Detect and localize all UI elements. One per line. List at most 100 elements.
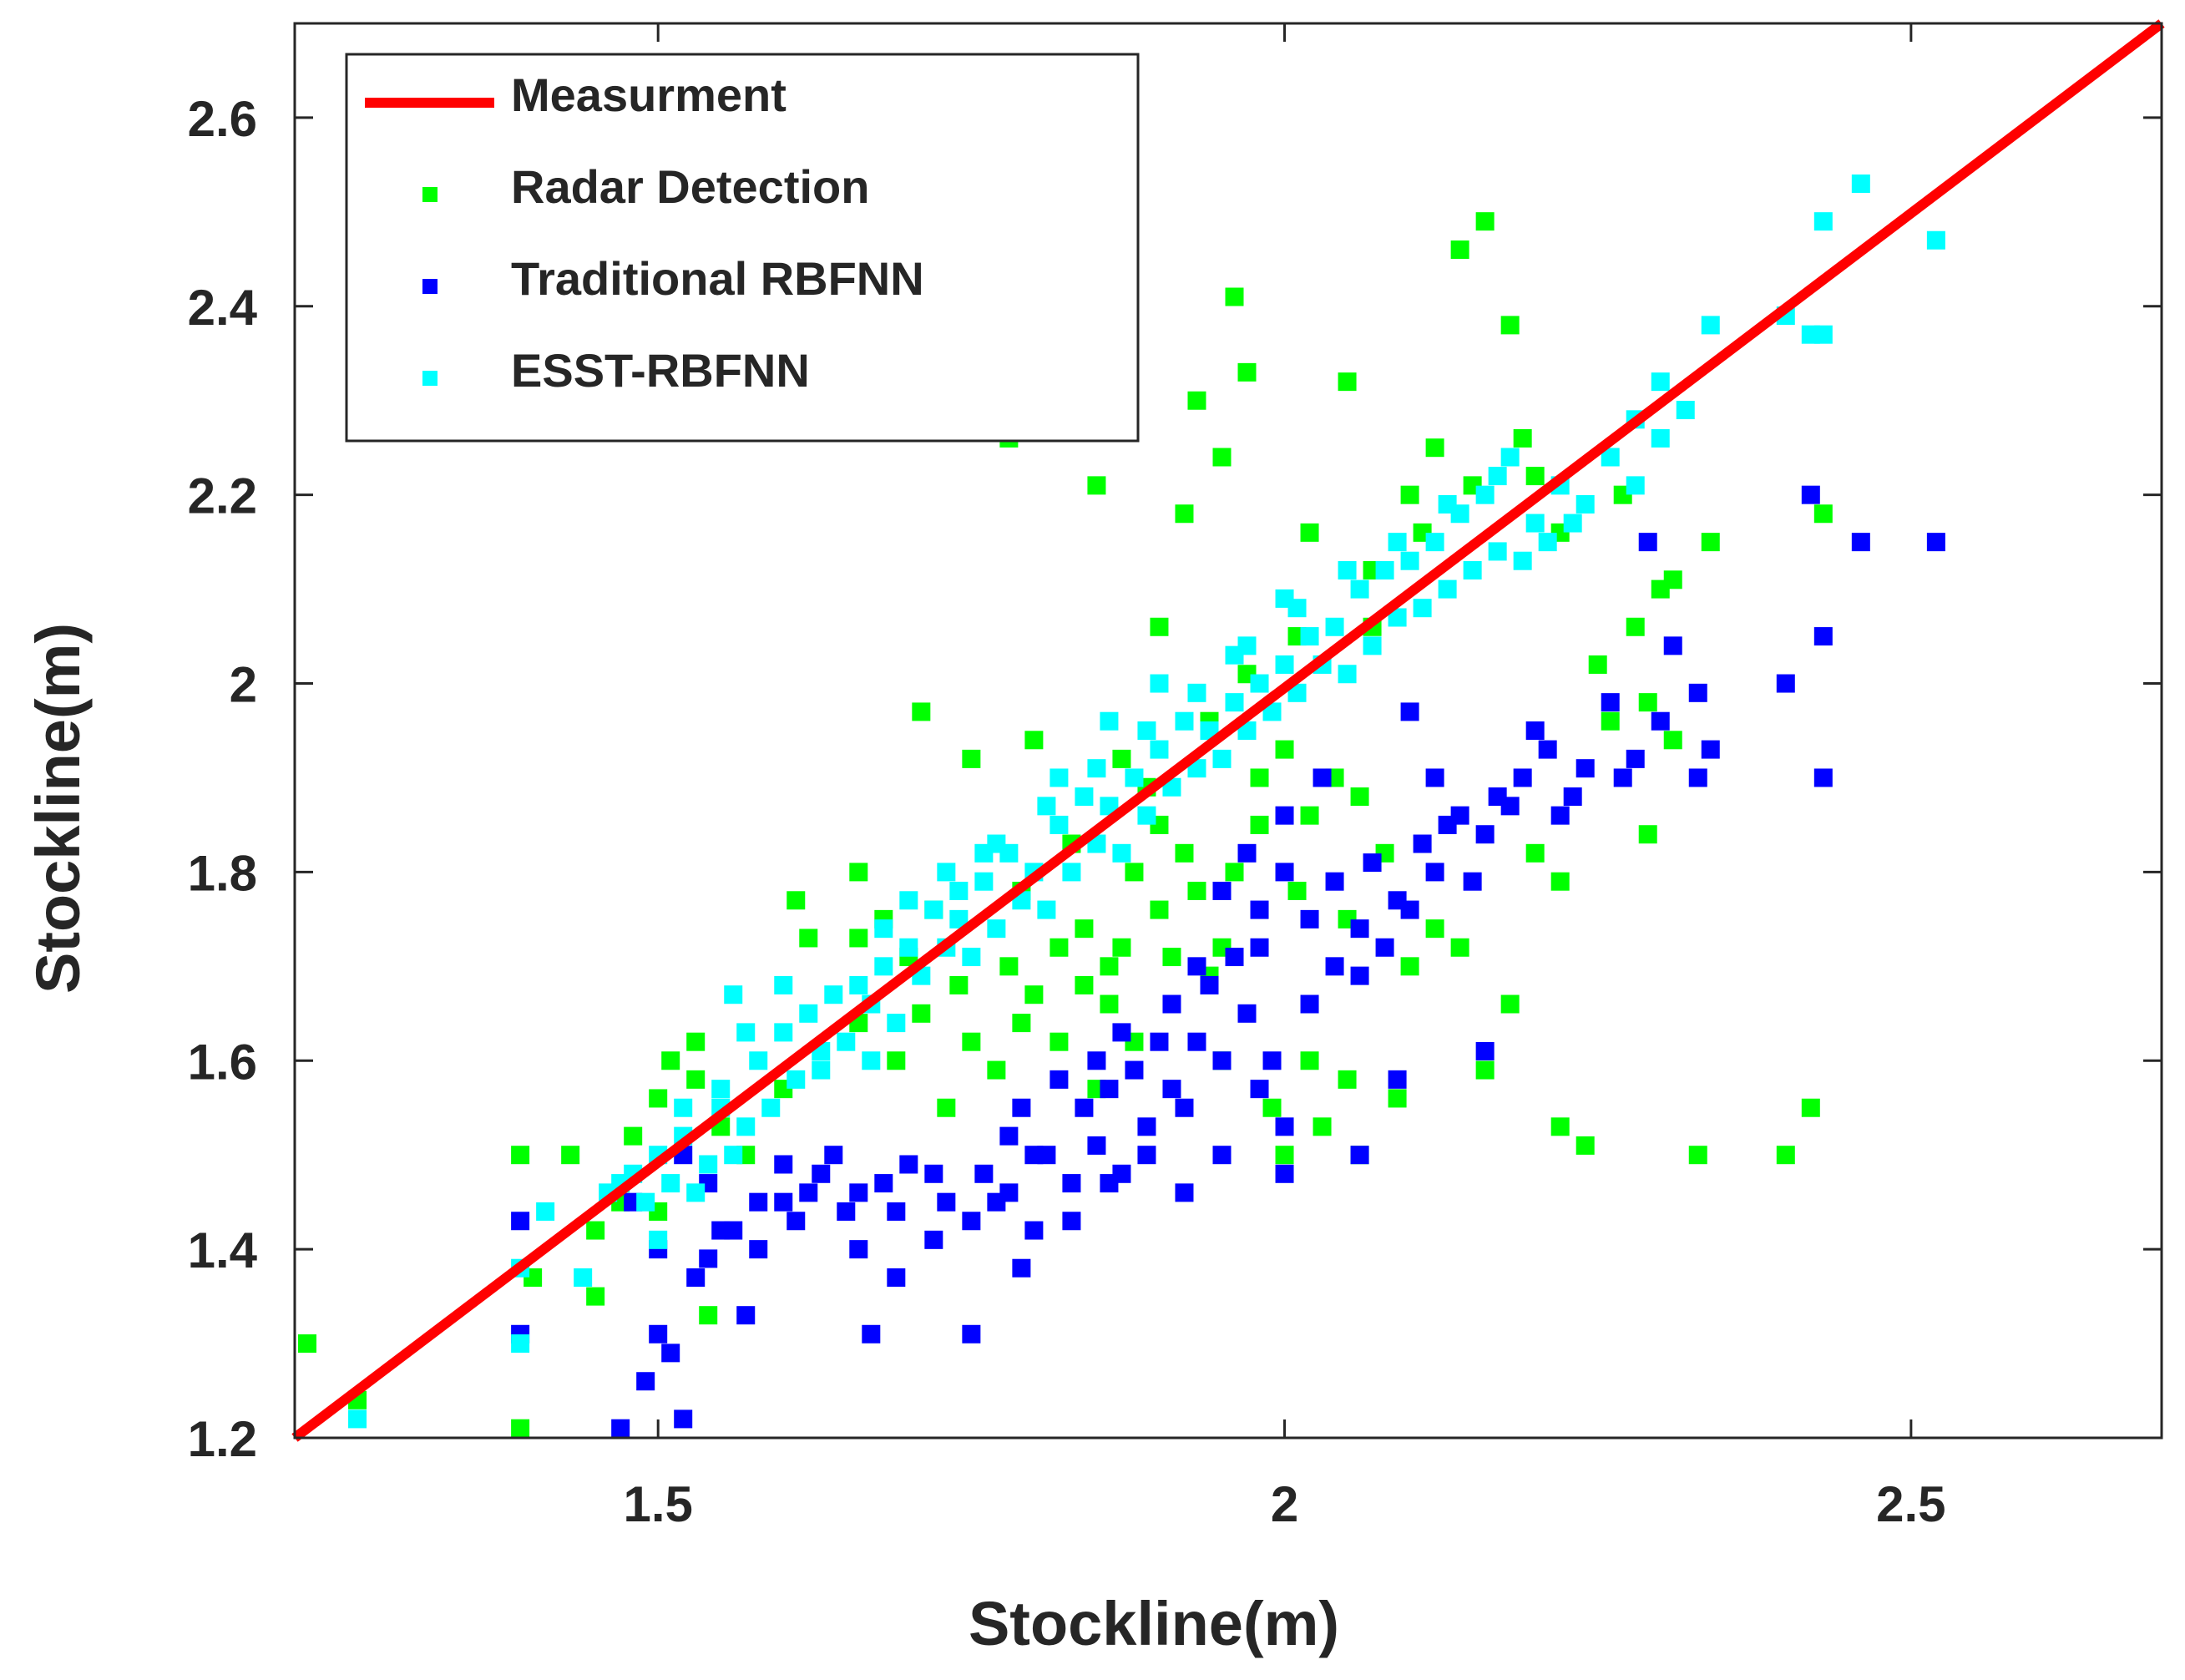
data-point [1062, 1174, 1081, 1193]
data-point [937, 863, 956, 882]
data-point [799, 929, 818, 948]
data-point [1075, 1098, 1094, 1117]
data-point [1262, 702, 1282, 721]
axes: 1.5 2 2.5 1.2 1.4 1.6 1.8 2 2.2 2.4 2.6 [188, 22, 2163, 1532]
data-point [1601, 711, 1620, 731]
data-point [962, 749, 981, 768]
data-point [511, 1212, 530, 1231]
data-point [1688, 683, 1707, 702]
legend-label-measurment: Measurment [511, 68, 786, 121]
data-point [1075, 919, 1094, 939]
data-point [937, 1192, 956, 1212]
data-point [1024, 1221, 1044, 1240]
data-point [1012, 1258, 1031, 1278]
data-point [636, 1372, 655, 1391]
y-tick-label: 1.4 [188, 1222, 258, 1278]
data-point [937, 1098, 956, 1117]
data-point [1638, 825, 1657, 844]
data-point [1225, 287, 1244, 306]
data-point [1525, 721, 1545, 740]
data-point [1175, 711, 1194, 731]
data-point [1413, 834, 1432, 853]
data-point [1300, 627, 1319, 646]
data-point [1613, 768, 1632, 787]
data-point [1425, 768, 1444, 787]
data-point [1125, 768, 1144, 787]
data-point [1513, 768, 1532, 787]
data-point [1250, 768, 1269, 787]
data-point [1037, 1146, 1056, 1165]
data-point [749, 1240, 768, 1259]
data-point [1100, 1174, 1119, 1193]
data-point [1375, 938, 1394, 957]
data-point [574, 1268, 593, 1288]
data-point [774, 1192, 793, 1212]
data-point [849, 929, 868, 948]
data-point [1663, 636, 1682, 655]
data-point [1250, 674, 1269, 693]
data-point [1237, 843, 1257, 863]
data-point [1350, 919, 1369, 939]
data-point [1438, 494, 1457, 514]
data-point [1450, 938, 1469, 957]
data-point [699, 1155, 718, 1174]
data-point [1651, 579, 1670, 599]
data-point [1262, 1051, 1282, 1070]
data-point [1626, 476, 1645, 495]
data-point [962, 1032, 981, 1051]
x-tick-label: 2 [1271, 1476, 1298, 1532]
data-point [1550, 872, 1570, 891]
data-point [1425, 438, 1444, 458]
data-point [1475, 825, 1495, 844]
data-point [1275, 1146, 1294, 1165]
data-point [949, 909, 969, 929]
data-point [1100, 797, 1119, 816]
data-point [1475, 1060, 1495, 1080]
legend-label-esst-rbfnn: ESST-RBFNN [511, 344, 810, 397]
data-point [1300, 909, 1319, 929]
data-point [837, 1202, 856, 1221]
data-point [686, 1070, 706, 1089]
data-point [674, 1098, 693, 1117]
measurement-line [291, 19, 2165, 1442]
data-point [1075, 787, 1094, 807]
data-point [974, 843, 994, 863]
data-point [686, 1183, 706, 1202]
data-point [1450, 806, 1469, 825]
data-point [736, 1306, 756, 1325]
data-point [887, 1268, 906, 1288]
data-point [1475, 212, 1495, 231]
data-point [1538, 533, 1557, 552]
data-point [1801, 1098, 1820, 1117]
data-point [1187, 957, 1206, 976]
data-point [1688, 768, 1707, 787]
data-point [1150, 1032, 1169, 1051]
data-point [1212, 1051, 1232, 1070]
data-point [1325, 872, 1344, 891]
data-point [1112, 1023, 1131, 1042]
data-point [874, 957, 893, 976]
series-traditional-rbfnn [511, 485, 1945, 1438]
data-point [686, 1268, 706, 1288]
data-point [1187, 391, 1206, 410]
data-point [1626, 617, 1645, 636]
data-point [724, 1221, 743, 1240]
data-point [1212, 448, 1232, 467]
data-point [1087, 476, 1106, 495]
data-point [987, 1060, 1006, 1080]
data-point [812, 1164, 831, 1183]
data-point [1688, 1146, 1707, 1165]
data-point [1200, 975, 1219, 994]
data-point [711, 1080, 731, 1099]
data-point [1388, 1070, 1407, 1089]
data-point [1676, 401, 1695, 420]
data-point [1325, 957, 1344, 976]
data-point [1050, 1032, 1069, 1051]
y-tick-label: 2.2 [188, 468, 257, 524]
data-point [837, 1032, 856, 1051]
data-point [962, 1212, 981, 1231]
data-point [1525, 467, 1545, 486]
data-point [1488, 467, 1507, 486]
data-point [862, 1324, 881, 1343]
